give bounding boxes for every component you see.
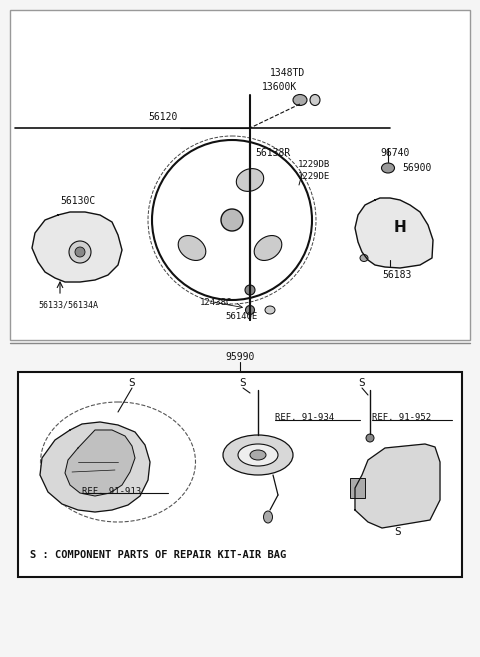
Polygon shape — [355, 444, 440, 528]
Text: 1348TD: 1348TD — [270, 68, 305, 78]
Text: 12438C: 12438C — [200, 298, 232, 307]
Ellipse shape — [382, 163, 395, 173]
Polygon shape — [40, 422, 150, 512]
Ellipse shape — [152, 140, 312, 300]
Ellipse shape — [221, 209, 243, 231]
Text: 95990: 95990 — [225, 352, 255, 362]
Text: 56133/56134A: 56133/56134A — [38, 300, 98, 309]
Ellipse shape — [366, 434, 374, 442]
Text: 13600K: 13600K — [262, 82, 297, 92]
Ellipse shape — [250, 450, 266, 460]
Text: 56183: 56183 — [382, 270, 411, 280]
Text: 56120: 56120 — [148, 112, 178, 122]
Text: S : COMPONENT PARTS OF REPAIR KIT-AIR BAG: S : COMPONENT PARTS OF REPAIR KIT-AIR BA… — [30, 550, 286, 560]
Ellipse shape — [360, 254, 368, 261]
Text: 1229DE: 1229DE — [298, 172, 330, 181]
Text: 1229DB: 1229DB — [298, 160, 330, 169]
Bar — [18, 372, 462, 577]
Ellipse shape — [310, 95, 320, 106]
Ellipse shape — [69, 241, 91, 263]
Ellipse shape — [264, 511, 273, 523]
Text: 56130C: 56130C — [60, 196, 95, 206]
Text: REF. 91-952: REF. 91-952 — [372, 413, 431, 422]
Text: 56138R: 56138R — [255, 148, 290, 158]
Ellipse shape — [236, 169, 264, 191]
Text: S: S — [359, 378, 365, 388]
Text: S: S — [395, 527, 401, 537]
Text: S: S — [129, 378, 135, 388]
Ellipse shape — [238, 444, 278, 466]
Text: 56140E: 56140E — [225, 312, 257, 321]
Ellipse shape — [265, 306, 275, 314]
Ellipse shape — [278, 188, 292, 204]
Ellipse shape — [245, 285, 255, 295]
Ellipse shape — [293, 95, 307, 106]
Polygon shape — [32, 212, 122, 282]
Polygon shape — [65, 430, 135, 496]
Ellipse shape — [254, 236, 282, 260]
Text: S: S — [240, 378, 246, 388]
Ellipse shape — [245, 306, 254, 315]
Bar — [10, 10, 470, 340]
Text: 56900: 56900 — [402, 163, 432, 173]
Text: REF. 91-913: REF. 91-913 — [82, 487, 141, 496]
Bar — [350, 478, 365, 498]
Text: 96740: 96740 — [380, 148, 409, 158]
Polygon shape — [355, 198, 433, 268]
Text: REF. 91-934: REF. 91-934 — [275, 413, 334, 422]
Ellipse shape — [295, 185, 303, 196]
Ellipse shape — [75, 247, 85, 257]
Ellipse shape — [223, 435, 293, 475]
Ellipse shape — [40, 402, 195, 522]
Text: H: H — [394, 220, 407, 235]
Ellipse shape — [178, 236, 206, 260]
Ellipse shape — [148, 136, 316, 304]
